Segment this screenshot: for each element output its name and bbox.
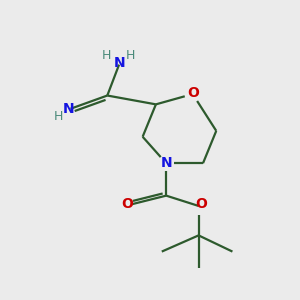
Text: H: H — [53, 110, 63, 123]
Text: H: H — [126, 49, 135, 62]
Text: N: N — [63, 102, 75, 116]
Text: O: O — [122, 197, 133, 212]
Text: N: N — [160, 156, 172, 170]
Text: N: N — [113, 56, 125, 70]
Text: O: O — [195, 197, 207, 212]
Text: O: O — [187, 85, 199, 100]
Text: H: H — [102, 49, 111, 62]
